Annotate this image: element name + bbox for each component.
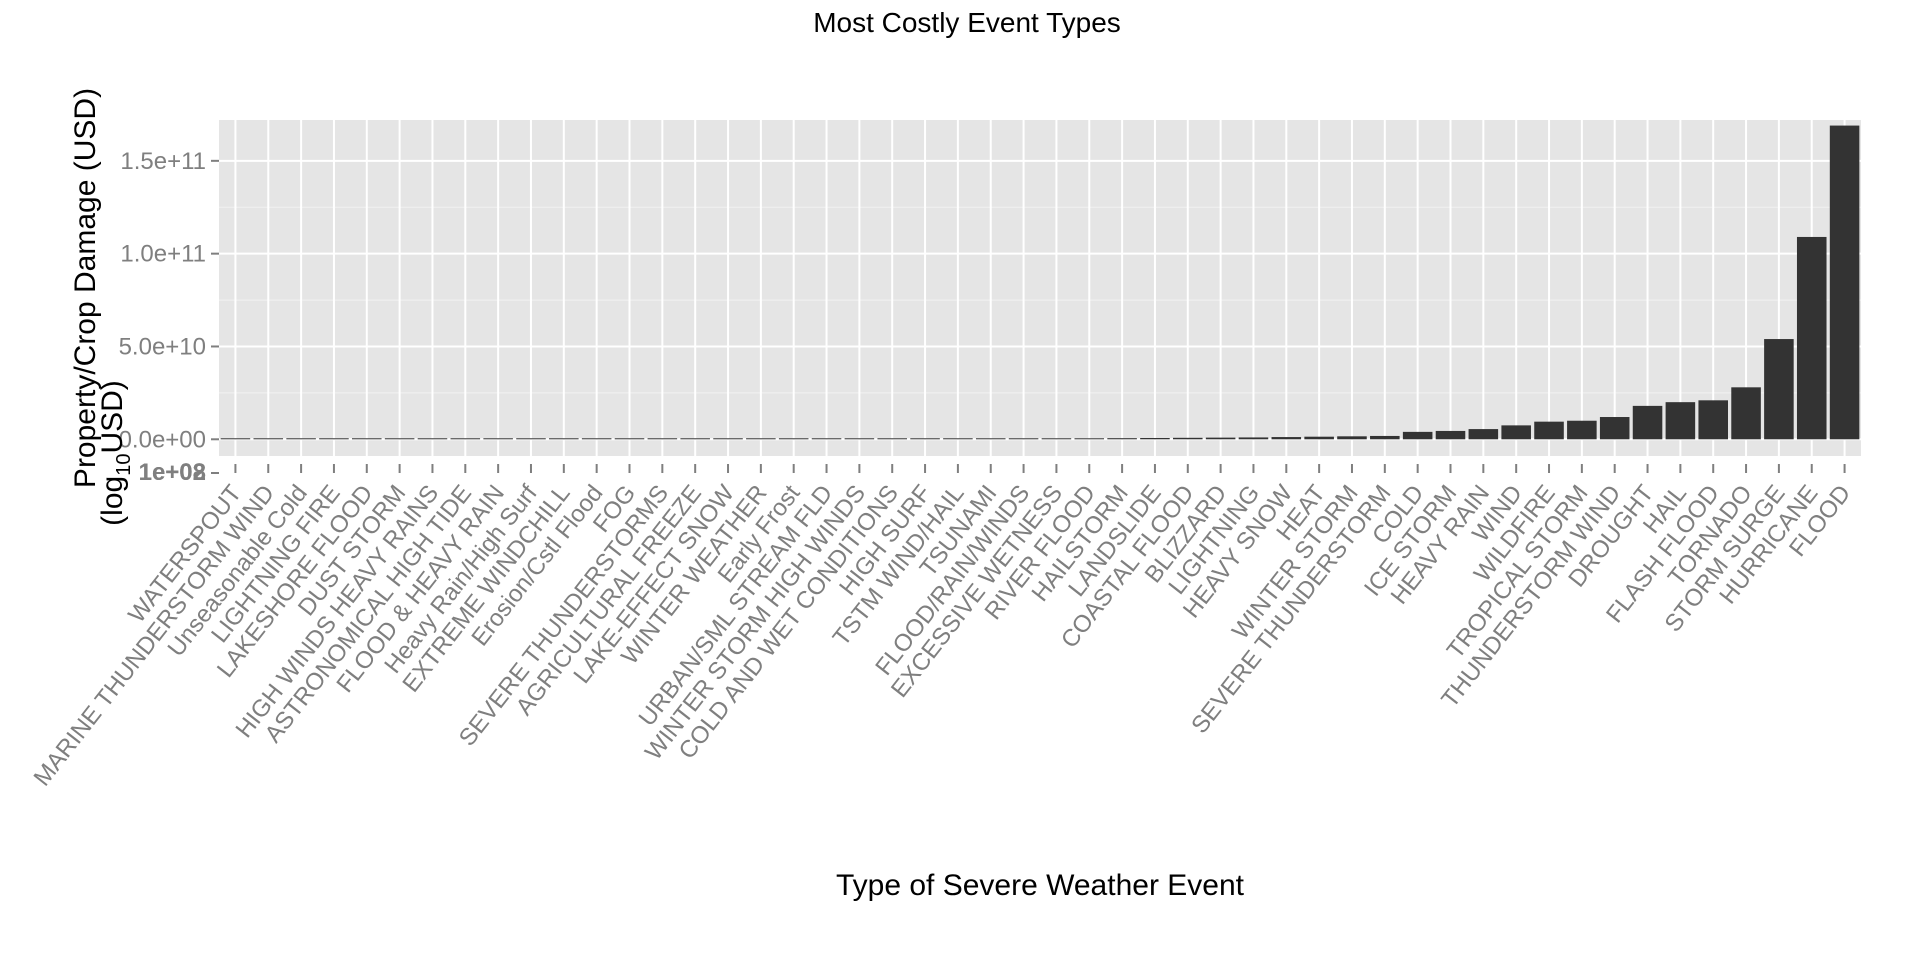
bar — [1665, 402, 1696, 440]
bar — [1140, 437, 1170, 440]
y-axis-title-suffix: USD) — [96, 380, 129, 453]
bar — [943, 438, 973, 440]
bar — [680, 438, 710, 440]
y-tick-label: 5.0e+10 — [119, 333, 206, 360]
bar — [811, 438, 842, 440]
grid-layer — [219, 120, 1861, 456]
bar — [1008, 438, 1039, 440]
y-axis-title-line2: (log10USD) — [96, 380, 135, 526]
bar — [1534, 421, 1564, 440]
bar — [1074, 438, 1105, 440]
bar — [877, 438, 907, 440]
bar — [1304, 436, 1334, 440]
bar — [1567, 420, 1597, 440]
bar — [910, 438, 940, 440]
bar — [1599, 417, 1630, 440]
bar — [975, 438, 1006, 440]
bar — [581, 438, 612, 440]
bar — [1173, 437, 1203, 440]
bar — [1698, 400, 1728, 440]
bar — [483, 438, 513, 440]
bar — [319, 438, 349, 440]
y-axis-title-prefix: (log — [96, 476, 129, 526]
bar — [713, 438, 743, 440]
bar — [1402, 431, 1433, 440]
bar — [614, 438, 645, 440]
chart-title: Most Costly Event Types — [813, 7, 1121, 38]
y-tick-label: 1.0e+11 — [120, 241, 206, 268]
bar — [1501, 425, 1531, 440]
y-tick-label: 0.0e+00 — [119, 426, 206, 453]
bar — [746, 438, 776, 440]
bar — [549, 438, 579, 440]
bar — [286, 438, 316, 440]
x-axis-title: Type of Severe Weather Event — [836, 869, 1245, 902]
bar — [253, 438, 284, 440]
plot-panel — [219, 120, 1861, 456]
bar — [1468, 429, 1499, 440]
y-axis-title-line1: Property/Crop Damage (USD) — [69, 88, 102, 488]
bar — [1271, 437, 1302, 440]
bar — [516, 438, 546, 440]
bar — [1731, 387, 1761, 440]
bar — [1337, 436, 1367, 440]
bar — [1764, 339, 1794, 440]
y-axis-title: Property/Crop Damage (USD) (log10USD) — [69, 88, 135, 526]
bar — [417, 438, 448, 440]
bar — [1632, 405, 1663, 440]
bar — [1205, 437, 1236, 440]
bar — [1796, 236, 1827, 440]
bar — [647, 438, 678, 440]
bar — [220, 438, 251, 440]
bar — [1238, 437, 1269, 440]
bar — [844, 438, 875, 440]
bar — [1829, 125, 1860, 440]
bar — [1370, 435, 1400, 440]
bar — [1107, 438, 1137, 440]
bar — [1041, 438, 1072, 440]
bar — [450, 438, 481, 440]
y-tick-label: 1.5e+11 — [120, 148, 206, 175]
bars-layer — [220, 125, 1860, 440]
y-tick-label-overlap: 1e+08 — [139, 459, 206, 486]
bar — [1435, 430, 1466, 440]
bar — [778, 438, 809, 440]
bar — [384, 438, 415, 440]
y-tick-label-overlap: 1e+02 — [139, 459, 206, 486]
y-axis-title-subscript: 10 — [113, 454, 135, 476]
bar — [352, 438, 382, 440]
